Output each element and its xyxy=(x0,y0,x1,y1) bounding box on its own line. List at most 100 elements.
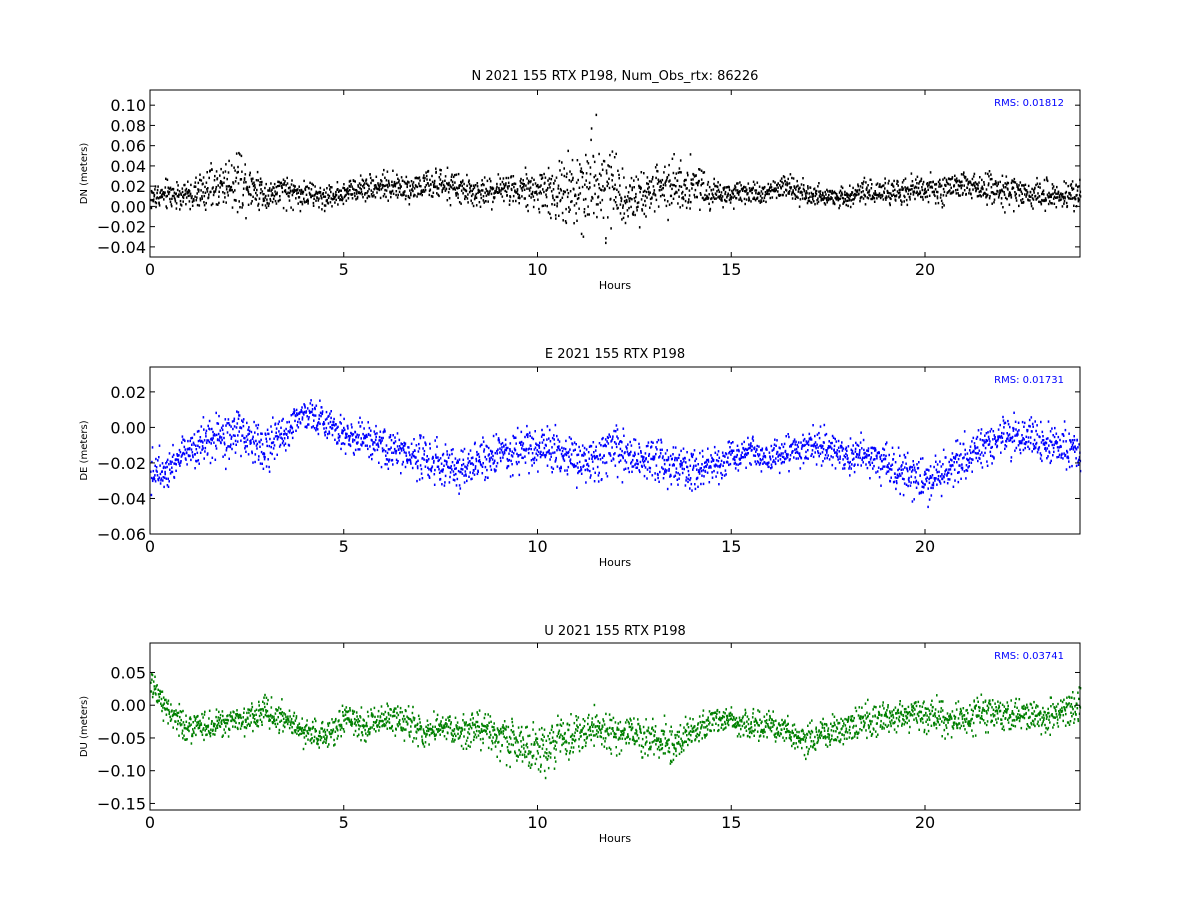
data-point xyxy=(559,187,562,191)
data-point xyxy=(662,183,665,186)
data-point xyxy=(374,449,376,452)
data-point xyxy=(820,196,822,199)
data-point xyxy=(213,179,216,182)
data-point xyxy=(308,409,311,413)
data-point xyxy=(453,173,456,177)
data-point xyxy=(525,447,527,451)
data-point xyxy=(207,439,210,442)
data-point xyxy=(594,174,597,177)
data-point xyxy=(982,454,985,457)
data-point xyxy=(343,426,345,430)
data-point xyxy=(557,184,560,187)
data-point xyxy=(736,191,739,195)
data-point xyxy=(935,182,938,186)
data-point xyxy=(350,423,353,426)
data-point xyxy=(766,192,769,196)
data-point xyxy=(260,183,263,186)
data-point xyxy=(852,444,854,447)
data-point xyxy=(151,446,154,449)
data-point xyxy=(1014,194,1017,197)
data-point xyxy=(297,426,300,429)
data-point xyxy=(334,201,336,204)
data-point xyxy=(177,184,179,187)
data-point xyxy=(367,433,370,436)
data-point xyxy=(330,190,332,194)
data-point xyxy=(650,180,653,183)
data-point xyxy=(638,446,641,449)
data-point xyxy=(681,461,683,465)
data-point xyxy=(817,451,820,455)
data-point xyxy=(753,197,756,201)
data-point xyxy=(379,442,382,445)
data-point xyxy=(636,209,638,212)
data-point xyxy=(600,208,602,212)
data-point xyxy=(752,439,755,442)
data-point xyxy=(884,177,886,180)
data-point xyxy=(393,183,396,186)
data-point xyxy=(897,468,899,472)
data-point xyxy=(817,200,820,203)
data-point xyxy=(370,193,373,196)
data-point xyxy=(394,449,397,453)
data-point xyxy=(197,444,199,447)
data-point xyxy=(429,442,431,446)
data-point xyxy=(191,454,194,457)
data-point xyxy=(474,467,477,470)
data-point xyxy=(680,171,682,174)
data-point xyxy=(697,183,699,187)
data-point xyxy=(449,185,452,188)
data-point xyxy=(970,193,972,196)
data-point xyxy=(395,190,398,193)
data-point xyxy=(857,185,860,188)
plot-frame xyxy=(149,89,1081,258)
data-point xyxy=(854,196,856,199)
data-point xyxy=(341,195,343,199)
data-point xyxy=(1034,194,1037,198)
data-point xyxy=(775,188,777,191)
data-point xyxy=(576,462,579,465)
data-point xyxy=(721,195,724,198)
data-point xyxy=(821,451,824,454)
data-point xyxy=(382,195,385,198)
data-point xyxy=(899,492,901,496)
data-point xyxy=(764,191,767,194)
data-point xyxy=(748,198,751,201)
data-point xyxy=(397,181,400,184)
data-point xyxy=(705,189,708,192)
data-point xyxy=(601,437,603,441)
data-point xyxy=(166,484,169,487)
data-point xyxy=(312,204,315,207)
data-point xyxy=(789,173,792,176)
data-point xyxy=(314,414,317,417)
data-point xyxy=(557,187,559,190)
data-point xyxy=(967,466,969,469)
data-point xyxy=(469,460,471,463)
data-point xyxy=(364,200,367,203)
data-point xyxy=(287,430,290,433)
data-point xyxy=(259,462,262,465)
data-point xyxy=(770,463,773,466)
data-point xyxy=(840,444,843,448)
data-point xyxy=(477,470,479,473)
data-point xyxy=(762,458,764,461)
data-point xyxy=(603,454,605,457)
data-point xyxy=(295,197,297,200)
data-point xyxy=(943,204,945,207)
data-point xyxy=(1077,200,1080,203)
data-point xyxy=(202,176,205,179)
data-point xyxy=(531,452,534,455)
data-point xyxy=(400,442,402,445)
data-point xyxy=(401,463,404,466)
data-point xyxy=(798,205,801,208)
data-point xyxy=(671,457,673,460)
data-point xyxy=(201,445,204,448)
data-point xyxy=(220,436,223,439)
data-point xyxy=(567,450,570,454)
data-point xyxy=(429,178,431,182)
data-point xyxy=(901,464,903,467)
data-point xyxy=(389,434,392,437)
data-point xyxy=(300,192,302,195)
data-point xyxy=(366,196,369,200)
data-point xyxy=(381,439,383,442)
data-point xyxy=(542,451,545,455)
